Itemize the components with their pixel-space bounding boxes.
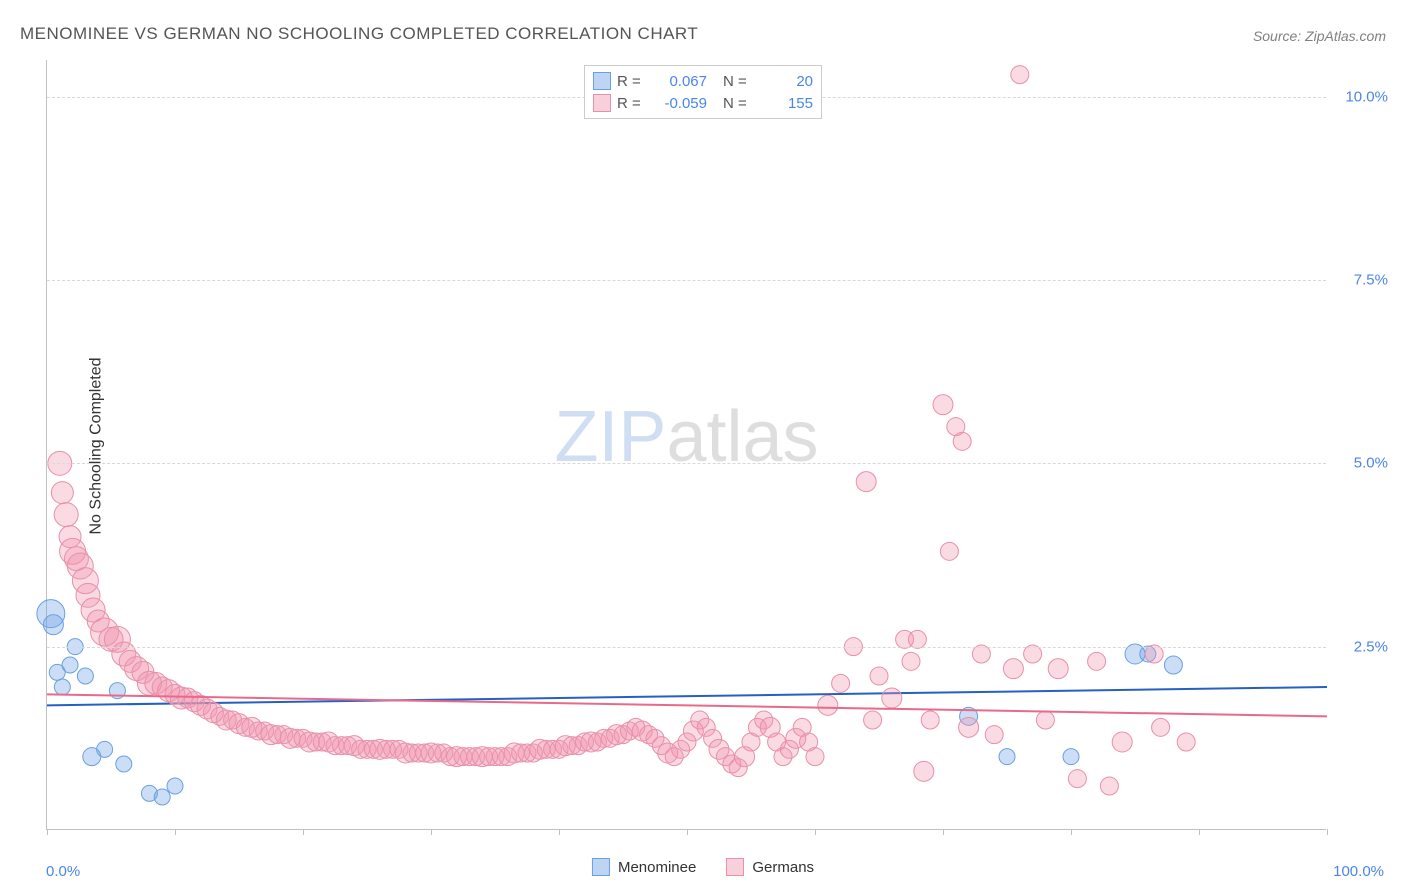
- data-point: [1036, 711, 1054, 729]
- data-point: [856, 472, 876, 492]
- data-point: [1145, 645, 1163, 663]
- stats-row-germans: R = -0.059 N = 155: [593, 92, 813, 114]
- legend-item-germans: Germans: [726, 858, 814, 876]
- x-tick: [1071, 829, 1072, 835]
- stat-r-value-menominee: 0.067: [653, 73, 707, 90]
- stat-r-label: R =: [617, 95, 647, 112]
- data-point: [1177, 733, 1195, 751]
- data-point: [914, 761, 934, 781]
- data-point: [1024, 645, 1042, 663]
- data-point: [940, 542, 958, 560]
- gridline: [47, 647, 1326, 648]
- data-point: [54, 679, 70, 695]
- data-point: [1100, 777, 1118, 795]
- data-point: [999, 749, 1015, 765]
- data-point: [1063, 749, 1079, 765]
- bottom-legend: Menominee Germans: [592, 858, 814, 876]
- data-point: [1068, 770, 1086, 788]
- data-point: [1152, 718, 1170, 736]
- data-point: [953, 432, 971, 450]
- stat-n-value-menominee: 20: [759, 73, 813, 90]
- data-point: [818, 695, 838, 715]
- x-tick: [175, 829, 176, 835]
- data-point: [933, 395, 953, 415]
- data-point: [832, 674, 850, 692]
- data-point: [116, 756, 132, 772]
- y-tick-label: 2.5%: [1354, 638, 1388, 655]
- chart-title: MENOMINEE VS GERMAN NO SCHOOLING COMPLET…: [20, 24, 698, 44]
- x-tick: [47, 829, 48, 835]
- x-tick-min: 0.0%: [46, 863, 80, 880]
- x-tick: [431, 829, 432, 835]
- gridline: [47, 463, 1326, 464]
- swatch-germans: [593, 94, 611, 112]
- stat-n-label: N =: [723, 95, 753, 112]
- data-point: [154, 789, 170, 805]
- legend-label-germans: Germans: [752, 859, 814, 876]
- x-tick: [303, 829, 304, 835]
- legend-item-menominee: Menominee: [592, 858, 696, 876]
- plot-area: ZIPatlas 2.5%5.0%7.5%10.0%: [46, 60, 1326, 830]
- data-point: [882, 688, 902, 708]
- stat-n-value-germans: 155: [759, 95, 813, 112]
- swatch-menominee: [593, 72, 611, 90]
- data-point: [902, 652, 920, 670]
- chart-svg: [47, 60, 1326, 829]
- data-point: [959, 717, 979, 737]
- data-point: [806, 748, 824, 766]
- source-attribution: Source: ZipAtlas.com: [1253, 28, 1386, 44]
- data-point: [83, 748, 101, 766]
- data-point: [167, 778, 183, 794]
- x-tick-max: 100.0%: [1333, 863, 1384, 880]
- data-point: [908, 630, 926, 648]
- stat-r-label: R =: [617, 73, 647, 90]
- y-tick-label: 7.5%: [1354, 272, 1388, 289]
- stats-legend-box: R = 0.067 N = 20 R = -0.059 N = 155: [584, 65, 822, 119]
- data-point: [870, 667, 888, 685]
- data-point: [864, 711, 882, 729]
- x-tick: [1199, 829, 1200, 835]
- data-point: [1011, 66, 1029, 84]
- data-point: [1048, 659, 1068, 679]
- x-tick: [687, 829, 688, 835]
- x-tick: [559, 829, 560, 835]
- stats-row-menominee: R = 0.067 N = 20: [593, 70, 813, 92]
- gridline: [47, 280, 1326, 281]
- trend-line: [47, 687, 1327, 705]
- data-point: [77, 668, 93, 684]
- data-point: [51, 482, 73, 504]
- y-tick-label: 5.0%: [1354, 455, 1388, 472]
- data-point: [985, 726, 1003, 744]
- legend-swatch-menominee: [592, 858, 610, 876]
- data-point: [1164, 656, 1182, 674]
- data-point: [43, 615, 63, 635]
- stat-n-label: N =: [723, 73, 753, 90]
- y-tick-label: 10.0%: [1345, 88, 1388, 105]
- data-point: [1088, 652, 1106, 670]
- x-tick: [815, 829, 816, 835]
- data-point: [62, 657, 78, 673]
- data-point: [54, 503, 78, 527]
- data-point: [1003, 659, 1023, 679]
- data-point: [972, 645, 990, 663]
- x-tick: [1327, 829, 1328, 835]
- legend-swatch-germans: [726, 858, 744, 876]
- stat-r-value-germans: -0.059: [653, 95, 707, 112]
- legend-label-menominee: Menominee: [618, 859, 696, 876]
- x-tick: [943, 829, 944, 835]
- data-point: [1112, 732, 1132, 752]
- data-point: [921, 711, 939, 729]
